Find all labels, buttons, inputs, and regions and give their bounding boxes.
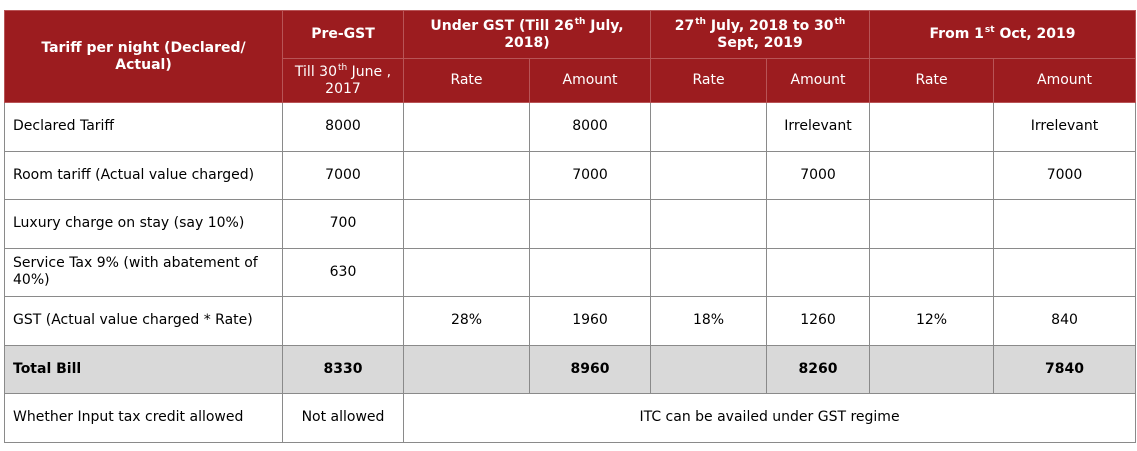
header-rate-3: Rate [869,58,995,103]
cell-amount-1: 1960 [528,296,652,346]
cell-rate-2 [650,199,768,249]
header-pre-gst-sub-text: Till 30th June , 2017 [294,62,392,97]
cell-pre-gst: 8330 [282,344,404,394]
cell-rate-1 [403,344,530,394]
cell-rate-1 [403,150,530,200]
header-period-3-text: From 1st Oct, 2019 [929,25,1076,42]
header-period-3: From 1st Oct, 2019 [869,10,1137,59]
cell-rate-2 [650,150,768,200]
cell-rate-2 [650,247,768,297]
cell-amount-3: 7000 [993,150,1137,200]
cell-rate-3 [869,199,995,249]
row-label: Service Tax 9% (with abatement of 40%) [4,247,283,297]
cell-rate-3: 12% [869,296,995,346]
cell-rate-2 [650,102,768,152]
gst-tariff-table: Tariff per night (Declared/ Actual) Pre-… [4,10,1137,443]
cell-amount-2 [766,199,871,249]
row-label: Room tariff (Actual value charged) [4,150,283,200]
cell-amount-1: 8960 [528,344,652,394]
cell-rate-2 [650,344,768,394]
cell-pre-gst: 7000 [282,150,404,200]
header-corner: Tariff per night (Declared/ Actual) [4,10,283,103]
cell-pre-gst: 700 [282,199,404,249]
cell-rate-1 [403,102,530,152]
cell-amount-2: 1260 [766,296,871,346]
header-period-2: 27th July, 2018 to 30th Sept, 2019 [650,10,871,59]
row-label: Total Bill [4,344,283,394]
cell-rate-1 [403,247,530,297]
table-row-itc: Whether Input tax credit allowed Not all… [4,393,1137,443]
row-label: Luxury charge on stay (say 10%) [4,199,283,249]
cell-amount-2: Irrelevant [766,102,871,152]
cell-amount-2: 7000 [766,150,871,200]
table-row-declared-tariff: Declared Tariff 8000 8000 Irrelevant Irr… [4,102,1137,152]
header-rate-1: Rate [403,58,530,103]
table-body: Declared Tariff 8000 8000 Irrelevant Irr… [4,102,1137,443]
header-period-1-text: Under GST (Till 26th July, 2018) [430,16,624,51]
table-row-service-tax: Service Tax 9% (with abatement of 40%) 6… [4,247,1137,297]
cell-amount-2 [766,247,871,297]
cell-amount-1 [528,199,652,249]
header-row-sub: Till 30th June , 2017 Rate Amount Rate A… [5,58,1137,103]
header-row-top: Tariff per night (Declared/ Actual) Pre-… [4,10,1137,103]
table-row-total-bill: Total Bill 8330 8960 8260 7840 [4,344,1137,394]
cell-rate-2: 18% [650,296,768,346]
cell-rate-3 [869,247,995,297]
table-row-gst: GST (Actual value charged * Rate) 28% 19… [4,296,1137,346]
cell-amount-1 [528,247,652,297]
cell-pre-gst [282,296,404,346]
table-row-luxury-charge: Luxury charge on stay (say 10%) 700 [4,199,1137,249]
header-amount-3: Amount [993,58,1137,103]
cell-rate-1: 28% [403,296,530,346]
row-label: Declared Tariff [4,102,283,152]
header-pre-gst: Pre-GST [282,10,404,59]
row-label: Whether Input tax credit allowed [4,393,283,443]
cell-pre-gst: Not allowed [282,393,404,443]
gst-tariff-table-wrapper: Tariff per night (Declared/ Actual) Pre-… [4,10,1137,443]
cell-amount-3 [993,247,1137,297]
header-pre-gst-sub: Till 30th June , 2017 [282,58,404,103]
cell-rate-1 [403,199,530,249]
header-period-1: Under GST (Till 26th July, 2018) [402,10,652,59]
cell-pre-gst: 8000 [282,102,404,152]
cell-itc-gst: ITC can be availed under GST regime [402,393,1137,443]
header-rate-2: Rate [650,58,768,103]
cell-amount-3: 7840 [993,344,1137,394]
table-header: Tariff per night (Declared/ Actual) Pre-… [4,10,1137,103]
table-row-room-tariff: Room tariff (Actual value charged) 7000 … [4,150,1137,200]
cell-rate-3 [869,102,995,152]
header-amount-1: Amount [528,58,652,103]
cell-amount-1: 7000 [528,150,652,200]
header-amount-2: Amount [766,58,871,103]
row-label: GST (Actual value charged * Rate) [4,296,283,346]
cell-amount-2: 8260 [766,344,871,394]
cell-pre-gst: 630 [282,247,404,297]
cell-amount-3: Irrelevant [993,102,1137,152]
cell-rate-3 [869,150,995,200]
cell-amount-3 [993,199,1137,249]
cell-amount-3: 840 [993,296,1137,346]
cell-rate-3 [869,344,995,394]
cell-amount-1: 8000 [528,102,652,152]
header-period-2-text: 27th July, 2018 to 30th Sept, 2019 [674,16,846,51]
